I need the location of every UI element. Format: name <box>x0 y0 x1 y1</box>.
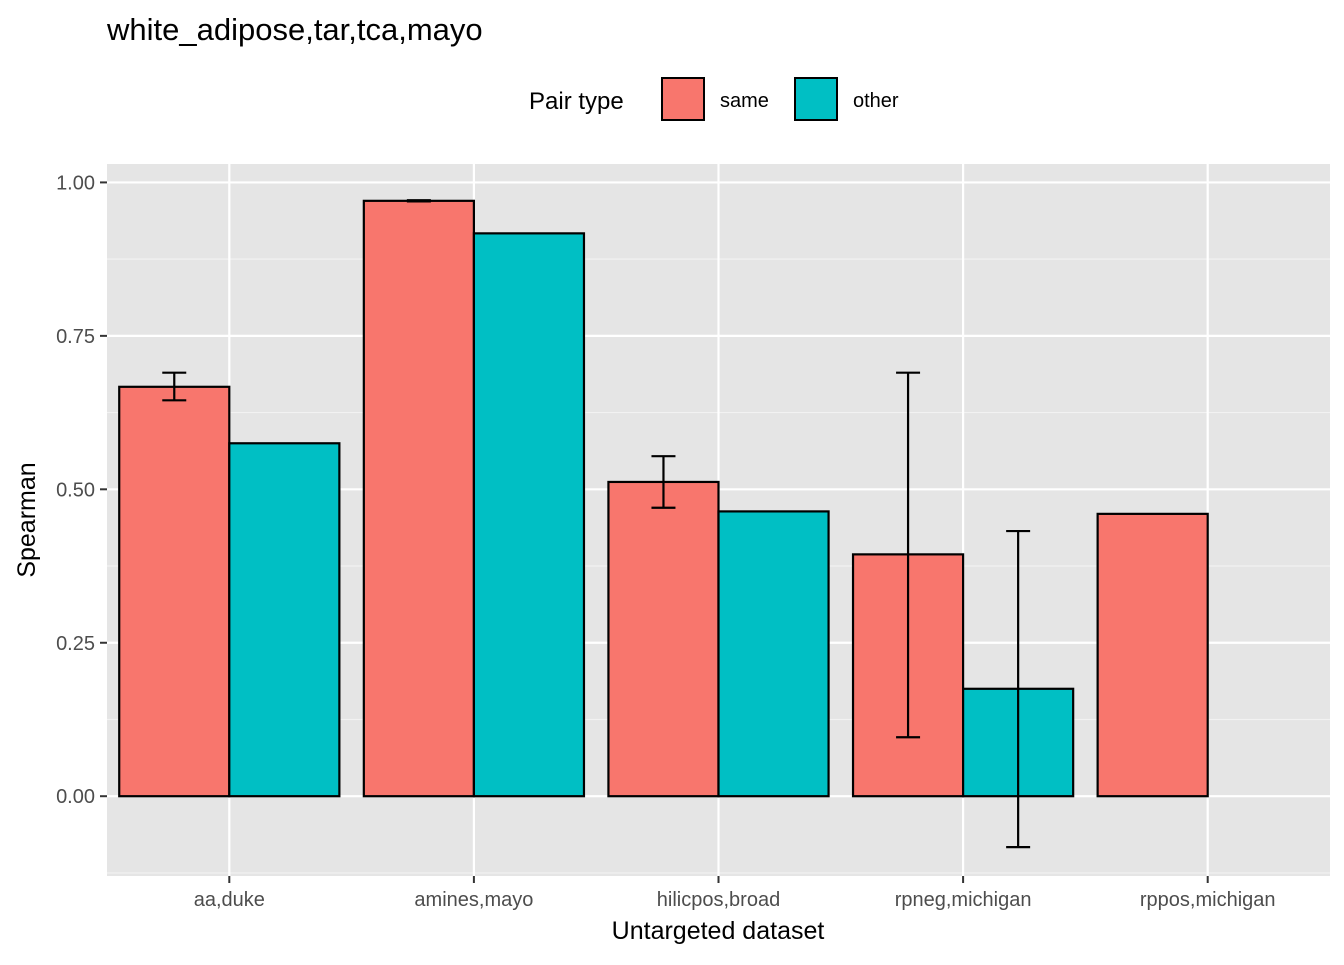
bar-same-1 <box>362 199 475 798</box>
y-tick-label: 0.00 <box>56 786 95 808</box>
bar-other-1 <box>472 232 586 798</box>
bar-same-4 <box>1096 512 1209 798</box>
error-bar-same-0 <box>162 371 187 402</box>
y-tick-label: 0.25 <box>56 633 95 655</box>
chart-title: white_adipose,tar,tca,mayo <box>106 12 483 47</box>
error-bar-same-3 <box>896 371 921 739</box>
x-tick-label: aa,duke <box>194 889 265 911</box>
y-tick-label: 0.75 <box>56 326 95 348</box>
legend-key-same <box>661 77 705 121</box>
y-tick-label: 1.00 <box>56 172 95 194</box>
error-bar-same-2 <box>651 455 676 509</box>
error-layer <box>162 199 1031 849</box>
x-tick-label: rpneg,michigan <box>895 889 1032 911</box>
bar-other-2 <box>717 510 830 798</box>
legend-key-other <box>794 77 838 121</box>
bar-same-0 <box>118 385 231 798</box>
legend-label-same: same <box>720 90 769 112</box>
y-axis-label: Spearman <box>13 462 41 577</box>
x-tick-label: amines,mayo <box>414 889 533 911</box>
error-bar-same-1 <box>406 199 431 203</box>
axis-layer: 0.00 0.25 0.50 0.75 1.00 aa,duke amines,mayo hi… <box>56 172 1275 911</box>
bar-same-2 <box>607 480 720 798</box>
x-tick-label: rppos,michigan <box>1140 889 1276 911</box>
legend-title: Pair type <box>529 88 624 115</box>
bar-layer <box>118 199 1209 798</box>
legend-label-other: other <box>853 90 899 112</box>
bar-other-0 <box>228 442 341 798</box>
y-tick-label: 0.50 <box>56 479 95 501</box>
error-bar-other-3 <box>1006 529 1031 849</box>
x-tick-label: hilicpos,broad <box>657 889 780 911</box>
x-axis-label: Untargeted dataset <box>612 917 825 945</box>
